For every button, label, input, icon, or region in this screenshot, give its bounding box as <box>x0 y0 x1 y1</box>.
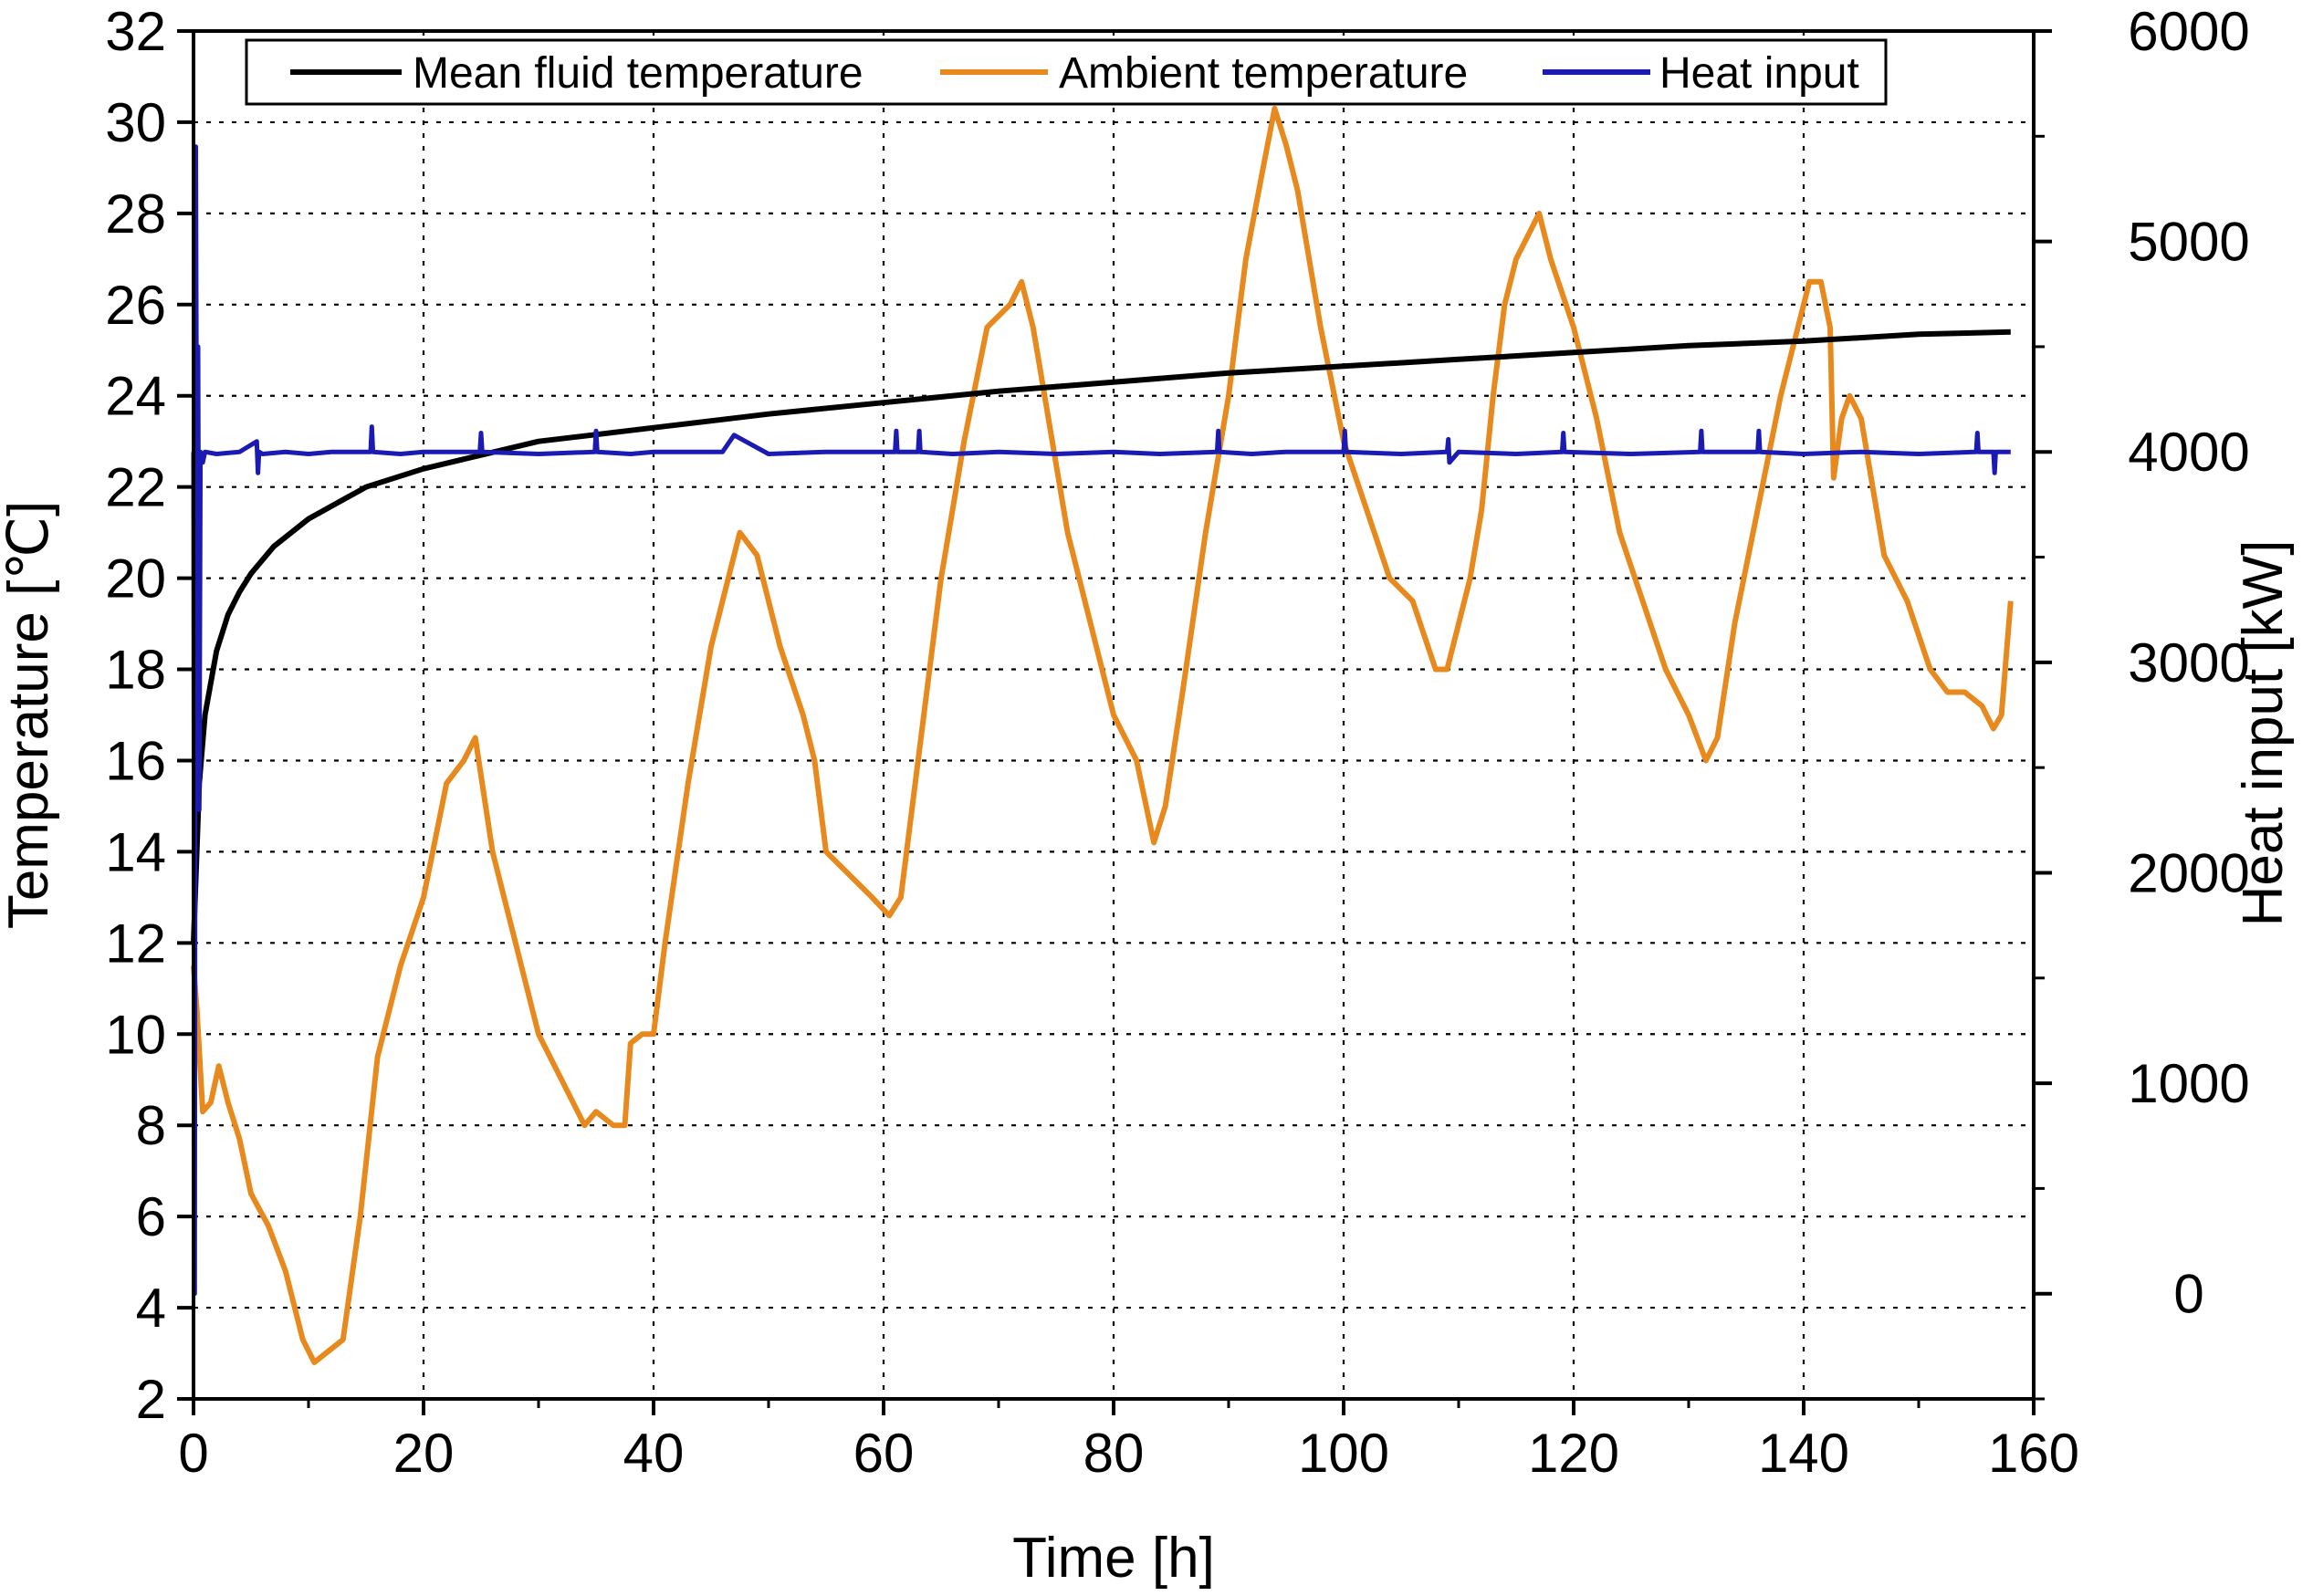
y-left-tick-label: 10 <box>105 1004 166 1065</box>
y-right-tick-label: 3000 <box>2128 632 2249 694</box>
x-axis-title: Time [h] <box>1012 1527 1215 1590</box>
x-tick-label: 80 <box>1083 1423 1145 1484</box>
y-left-tick-label: 24 <box>105 366 166 427</box>
ticks: 0 20 40 60 80 100 120 140 1602468101214161820222… <box>105 1 2249 1484</box>
y-left-tick-label: 32 <box>105 1 166 62</box>
y-left-tick-label: 8 <box>136 1095 166 1156</box>
y-left-tick-label: 22 <box>105 457 166 518</box>
legend: Mean fluid temperature Ambient temperatur… <box>245 38 1888 106</box>
y-right-tick-label: 0 <box>2173 1264 2203 1325</box>
x-tick-label: 140 <box>1758 1423 1849 1484</box>
y-axis-right-title: Heat input [kW] <box>2232 540 2295 927</box>
y-left-tick-label: 14 <box>105 821 166 882</box>
y-left-tick-label: 28 <box>105 183 166 245</box>
x-tick-label: 160 <box>1988 1423 2079 1484</box>
y-left-tick-label: 20 <box>105 548 166 610</box>
y-left-tick-label: 30 <box>105 92 166 153</box>
y-left-tick-label: 2 <box>136 1369 166 1430</box>
series-line-heat-input <box>191 144 2011 1297</box>
legend-label-ambient-temperature: Ambient temperature <box>1059 49 1468 98</box>
series-line-ambient-temperature <box>191 105 2014 1365</box>
x-tick-label: 0 <box>178 1423 208 1484</box>
y-left-tick-label: 18 <box>105 640 166 701</box>
y-right-tick-label: 5000 <box>2128 212 2249 273</box>
y-right-tick-label: 4000 <box>2128 422 2249 483</box>
y-right-tick-label: 1000 <box>2128 1053 2249 1114</box>
y-left-tick-label: 26 <box>105 275 166 336</box>
x-tick-label: 100 <box>1298 1423 1389 1484</box>
y-left-tick-label: 12 <box>105 913 166 974</box>
x-tick-label: 40 <box>623 1423 685 1484</box>
y-right-tick-label: 6000 <box>2128 1 2249 62</box>
y-axis-left-title: Temperature [℃] <box>0 501 60 929</box>
x-tick-label: 60 <box>853 1423 915 1484</box>
legend-label-heat-input: Heat input <box>1659 49 1859 98</box>
y-left-tick-label: 16 <box>105 730 166 791</box>
y-left-tick-label: 6 <box>136 1186 166 1247</box>
series-layer <box>191 105 2014 1365</box>
y-right-tick-label: 2000 <box>2128 842 2249 903</box>
y-left-tick-label: 4 <box>136 1278 166 1339</box>
x-tick-label: 20 <box>393 1423 455 1484</box>
x-tick-label: 120 <box>1528 1423 1619 1484</box>
legend-label-mean-fluid-temperature: Mean fluid temperature <box>413 49 863 98</box>
